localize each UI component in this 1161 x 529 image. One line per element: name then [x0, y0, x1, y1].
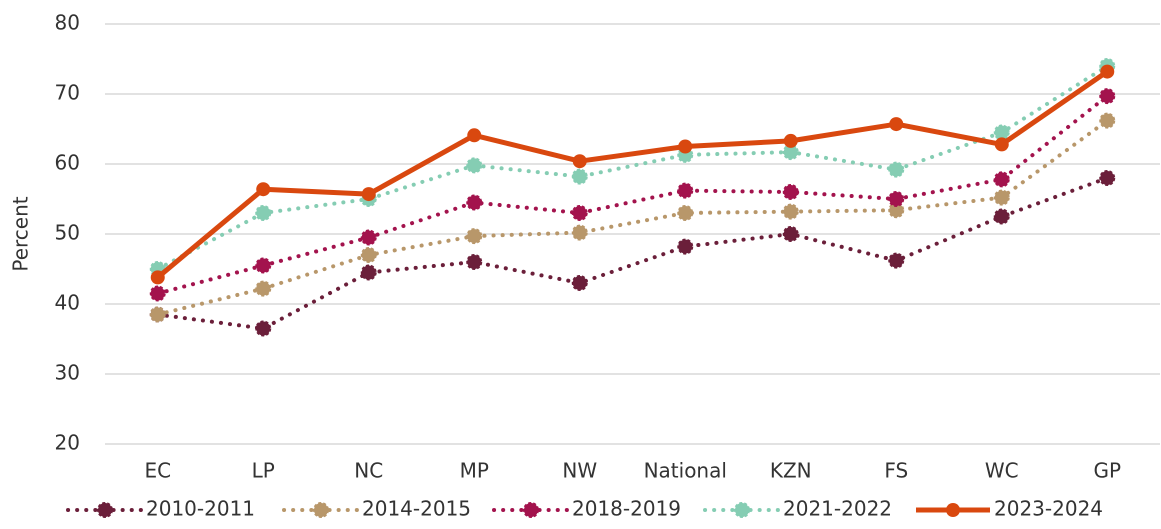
data-point [1099, 88, 1116, 105]
data-point [572, 154, 587, 169]
y-axis-label: Percent [9, 196, 33, 271]
legend-marker [97, 502, 113, 518]
legend-label: 2023-2024 [994, 497, 1103, 521]
data-point [677, 238, 694, 255]
series-line [156, 69, 1109, 280]
data-point [994, 137, 1009, 152]
data-point [1100, 64, 1115, 79]
data-point [571, 168, 588, 185]
legend-label: 2014-2015 [362, 497, 471, 521]
y-tick-label: 20 [55, 431, 80, 455]
data-point [782, 184, 799, 200]
x-tick-label: EC [144, 459, 171, 483]
data-point [571, 275, 588, 291]
data-point [467, 128, 482, 143]
x-tick-label: WC [985, 459, 1019, 483]
data-point [1099, 170, 1116, 186]
data-point [466, 157, 483, 174]
data-point [1099, 112, 1116, 129]
x-tick-label: MP [460, 459, 489, 483]
legend-marker [313, 502, 329, 518]
data-point [466, 194, 483, 211]
data-point [255, 320, 272, 337]
data-point [782, 203, 799, 220]
data-point [993, 189, 1010, 206]
data-point [360, 247, 377, 263]
y-tick-label: 30 [55, 361, 80, 385]
data-point [255, 205, 272, 221]
data-point [256, 182, 271, 197]
legend-label: 2010-2011 [146, 497, 255, 521]
data-point [678, 139, 693, 154]
data-point [571, 224, 588, 241]
y-tick-label: 70 [55, 81, 80, 105]
x-tick-label: FS [884, 459, 908, 483]
x-tick-label: LP [252, 459, 275, 483]
data-point [361, 187, 376, 202]
legend-label: 2018-2019 [572, 497, 681, 521]
y-tick-label: 50 [55, 221, 80, 245]
x-tick-label: National [644, 459, 727, 483]
data-point [993, 208, 1010, 225]
x-tick-label: KZN [770, 459, 812, 483]
data-point [783, 133, 798, 148]
y-tick-label: 60 [55, 151, 80, 175]
data-point [889, 117, 904, 132]
data-point [888, 191, 905, 207]
y-tick-label: 80 [55, 11, 80, 35]
data-point [677, 182, 694, 199]
legend-marker [734, 502, 750, 518]
series-line [155, 64, 1110, 271]
series-line [155, 118, 1110, 317]
legend-marker [946, 503, 960, 517]
data-point [255, 257, 272, 274]
data-point [255, 280, 272, 297]
x-tick-label: GP [1093, 459, 1121, 483]
series-line [155, 94, 1110, 296]
data-point [888, 252, 905, 269]
data-point [360, 229, 377, 246]
legend-label: 2021-2022 [783, 497, 892, 521]
data-point [149, 285, 166, 302]
data-point [677, 205, 694, 221]
data-point [993, 171, 1010, 188]
data-point [466, 228, 483, 245]
data-point [150, 270, 165, 285]
data-point [571, 205, 588, 221]
y-tick-label: 40 [55, 291, 80, 315]
data-point [888, 161, 905, 178]
data-point [149, 306, 166, 323]
legend-marker [523, 502, 539, 518]
data-point [466, 254, 483, 270]
x-tick-label: NC [354, 459, 383, 483]
data-point [360, 264, 377, 281]
x-tick-label: NW [562, 459, 597, 483]
data-point [782, 226, 799, 242]
